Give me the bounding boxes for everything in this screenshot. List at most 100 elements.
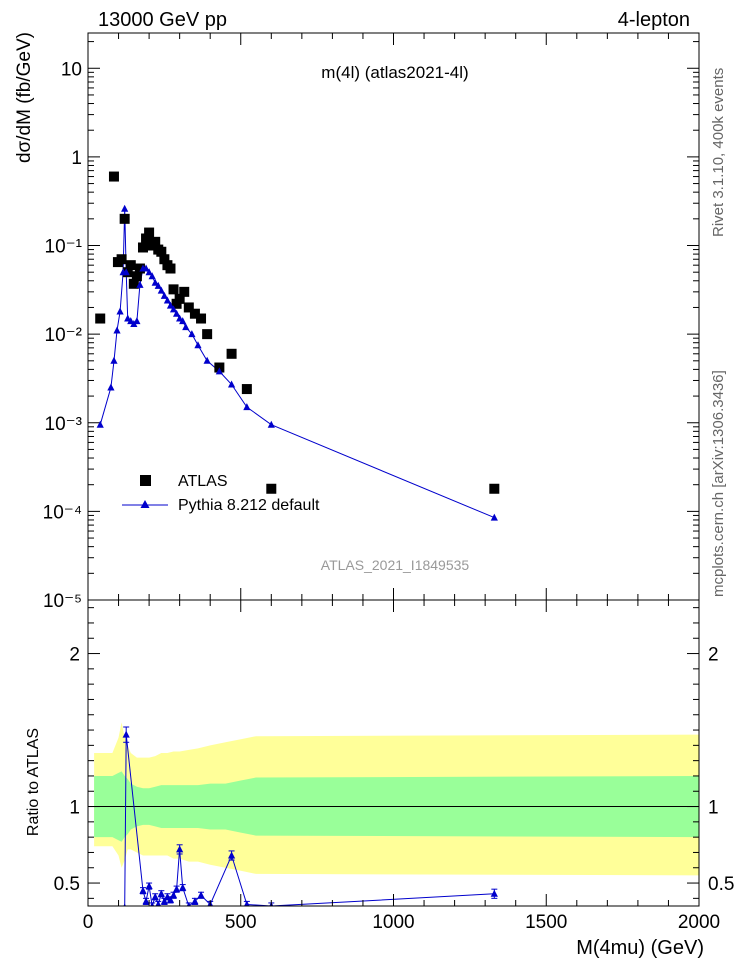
ratio-point <box>490 889 498 897</box>
y-tick-label: 10⁻³ <box>45 414 83 435</box>
data-point <box>168 284 179 295</box>
ratio-point <box>186 902 191 906</box>
mc-point <box>127 317 135 325</box>
data-point <box>128 278 139 289</box>
ratio-point <box>197 891 205 899</box>
ratio-frame <box>87 599 700 907</box>
data-point <box>241 384 252 395</box>
main-y-axis-label: dσ/dM (fb/GeV) <box>14 32 35 163</box>
data-point <box>159 254 170 265</box>
data-point <box>489 483 500 494</box>
data-point <box>125 260 136 271</box>
mc-point <box>267 420 275 428</box>
mc-point <box>121 204 129 212</box>
ratio-point <box>145 882 153 890</box>
x-tick-label: 1000 <box>372 912 414 933</box>
data-points <box>95 171 500 494</box>
main-y-ticks: 10 1 10⁻¹ 10⁻² 10⁻³ 10⁻⁴ 10⁻⁵ <box>43 41 699 612</box>
data-point <box>183 302 194 313</box>
mc-point <box>116 307 124 315</box>
data-point <box>108 171 119 182</box>
data-point <box>116 254 127 265</box>
mc-point <box>243 403 251 411</box>
y-tick-label: 10⁻² <box>45 325 83 346</box>
ratio-point <box>176 845 184 853</box>
ratio-y-tick-label: 2 <box>69 645 80 666</box>
ratio-point <box>142 897 150 905</box>
mc-point <box>122 268 130 276</box>
rivet-label: Rivet 3.1.10, 400k events <box>710 68 727 237</box>
legend-label-atlas: ATLAS <box>178 473 228 490</box>
data-point <box>189 308 200 319</box>
mc-point <box>145 268 153 276</box>
mc-point <box>163 296 172 304</box>
y-tick-label: 10⁻¹ <box>45 237 83 258</box>
mc-point <box>188 330 196 338</box>
mc-point <box>490 513 498 521</box>
ratio-point <box>179 883 187 891</box>
data-point <box>226 348 237 359</box>
mc-point <box>227 380 236 388</box>
mc-point <box>151 278 159 286</box>
y-tick-label: 10 <box>61 59 82 80</box>
y-tick-label: 1 <box>71 148 82 169</box>
ratio-y-tick-label: 1 <box>708 798 719 819</box>
ratio-point <box>163 892 172 900</box>
ratio-point <box>151 892 159 900</box>
ratio-point <box>160 897 168 905</box>
legend-marker-atlas <box>140 475 151 486</box>
analysis-watermark: ATLAS_2021_I1849535 <box>321 557 470 573</box>
energy-label: 13000 GeV pp <box>98 9 227 31</box>
ratio-point <box>123 903 126 906</box>
data-point <box>165 263 176 274</box>
data-point <box>196 313 207 324</box>
mc-point <box>148 272 156 280</box>
mc-point <box>133 317 141 325</box>
data-point <box>95 313 106 324</box>
data-point <box>134 263 145 274</box>
x-tick-label: 2000 <box>678 912 720 933</box>
ratio-y-axis-label: Ratio to ATLAS <box>25 728 42 836</box>
data-point <box>179 286 190 297</box>
data-point <box>141 233 152 244</box>
data-point <box>266 483 277 494</box>
ratio-point <box>191 897 199 905</box>
y-tick-label: 10⁻⁴ <box>43 502 82 523</box>
ratio-y-tick-label: 1 <box>69 798 80 819</box>
mc-point <box>182 323 190 331</box>
x-tick-label: 0 <box>83 912 94 933</box>
data-point <box>144 227 155 238</box>
mc-point <box>166 301 175 309</box>
mc-point <box>169 305 178 313</box>
data-point <box>202 329 213 340</box>
legend-label-mc: Pythia 8.212 default <box>178 497 320 514</box>
x-tick-label: 1500 <box>525 912 567 933</box>
ratio-y-tick-label: 2 <box>708 645 719 666</box>
ratio-point <box>172 885 181 893</box>
ratio-y-ticks: 0.5 0.5 1 1 2 2 <box>54 607 734 899</box>
mc-point <box>203 356 211 364</box>
data-point <box>174 293 185 304</box>
main-x-ticks <box>87 33 700 600</box>
legend-marker-mc <box>140 500 150 508</box>
mc-point <box>142 264 150 272</box>
x-axis-label: M(4mu) (GeV) <box>576 937 704 959</box>
mc-point <box>215 367 223 375</box>
ratio-point <box>139 886 147 894</box>
data-point <box>137 242 148 253</box>
process-label: 4-lepton <box>618 9 690 31</box>
mc-point <box>107 383 115 391</box>
mcplots-label: mcplots.cern.ch [arXiv:1306.3436] <box>710 370 727 597</box>
mc-point <box>96 420 104 428</box>
mc-point <box>154 281 162 289</box>
ratio-point <box>227 851 236 859</box>
ratio-points <box>122 726 498 906</box>
main-plot-title: m(4l) (atlas2021-4l) <box>321 63 468 82</box>
legend: ATLAS Pythia 8.212 default <box>122 473 320 514</box>
ratio-point <box>155 900 162 906</box>
x-tick-label: 500 <box>225 912 257 933</box>
ratio-y-tick-label: 0.5 <box>708 874 734 895</box>
mc-point <box>110 356 118 364</box>
ratio-point <box>166 895 175 903</box>
